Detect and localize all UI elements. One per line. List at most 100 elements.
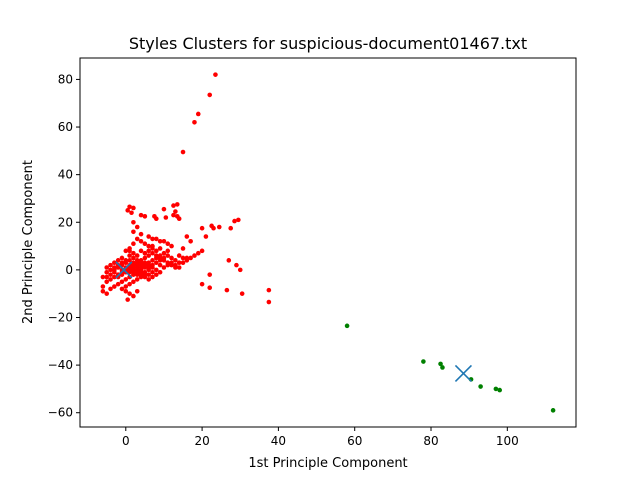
scatter-point — [112, 269, 117, 275]
scatter-point — [131, 205, 136, 211]
scatter-point — [266, 299, 272, 305]
scatter-point — [195, 250, 201, 256]
scatter-point — [154, 260, 159, 266]
scatter-point — [123, 277, 129, 282]
scatter-point — [127, 248, 132, 254]
scatter-point — [100, 284, 106, 289]
scatter-point — [165, 241, 171, 246]
scatter-point — [154, 253, 159, 258]
scatter-point — [134, 289, 140, 294]
plot-frame — [79, 57, 577, 428]
scatter-point — [138, 212, 144, 218]
scatter-point — [119, 279, 125, 285]
scatter-point — [180, 260, 186, 266]
scatter-point — [131, 241, 136, 246]
scatter-point — [493, 386, 499, 392]
centroid-stroke — [115, 261, 133, 279]
scatter-point — [161, 258, 167, 263]
y-tick-label: −40 — [48, 358, 73, 372]
centroid-layer — [115, 261, 473, 383]
y-tick-label: 80 — [58, 72, 73, 86]
scatter-point — [192, 253, 197, 258]
scatter-point — [165, 248, 171, 254]
scatter-point — [169, 255, 174, 261]
scatter-point — [239, 291, 245, 296]
scatter-point — [127, 281, 132, 287]
y-axis-ticks: −60 −40 −20 0 20 40 60 80 — [48, 72, 80, 420]
scatter-point — [134, 272, 140, 277]
scatter-point — [161, 239, 167, 244]
y-tick-label: 60 — [58, 120, 73, 134]
y-tick-label: −20 — [48, 310, 73, 324]
scatter-point — [131, 293, 136, 299]
scatter-point — [142, 250, 148, 256]
points-layer — [100, 72, 556, 413]
scatter-point — [224, 287, 230, 293]
scatter-point — [127, 204, 132, 210]
scatter-point — [138, 272, 144, 277]
scatter-point — [165, 262, 171, 268]
scatter-point — [131, 219, 136, 225]
scatter-point — [146, 248, 151, 254]
centroid-marker — [454, 364, 473, 383]
scatter-point — [138, 239, 144, 244]
scatter-point — [123, 258, 129, 263]
scatter-point — [123, 289, 129, 294]
scatter-point — [203, 234, 209, 239]
scatter-point — [161, 265, 167, 270]
scatter-point — [108, 262, 113, 268]
scatter-point — [138, 248, 144, 254]
scatter-point — [150, 274, 155, 280]
scatter-point — [112, 265, 117, 270]
scatter-point — [171, 212, 176, 218]
scatter-point — [497, 387, 502, 393]
scatter-point — [213, 72, 218, 77]
scatter-point — [176, 253, 182, 258]
scatter-point — [188, 239, 193, 244]
scatter-point — [157, 255, 163, 261]
scatter-point — [134, 253, 140, 258]
scatter-point — [115, 258, 121, 263]
scatter-point — [550, 408, 556, 413]
scatter-point — [478, 384, 483, 389]
x-axis-label: 1st Principle Component — [248, 456, 407, 471]
scatter-point — [188, 255, 193, 261]
scatter-point — [119, 255, 125, 261]
scatter-point — [154, 267, 159, 273]
scatter-point — [176, 216, 182, 221]
x-tick-label: 60 — [347, 434, 362, 448]
x-tick-label: 40 — [271, 434, 286, 448]
scatter-point — [173, 262, 178, 268]
scatter-point — [228, 225, 234, 231]
scatter-point — [104, 274, 110, 280]
chart-title: Styles Clusters for suspicious-document0… — [129, 34, 527, 53]
scatter-point — [150, 265, 155, 270]
scatter-point — [161, 250, 167, 256]
scatter-point — [174, 202, 180, 207]
x-tick-label: 100 — [496, 434, 519, 448]
scatter-point — [134, 277, 140, 282]
scatter-point — [112, 274, 117, 280]
scatter-point — [211, 225, 216, 231]
scatter-point — [171, 203, 176, 208]
scatter-point — [195, 111, 201, 117]
scatter-point — [146, 267, 151, 273]
scatter-point — [108, 272, 113, 277]
scatter-point — [125, 297, 130, 302]
scatter-point — [157, 269, 163, 275]
scatter-point — [438, 361, 443, 367]
scatter-point — [184, 234, 190, 239]
y-axis-label: 2nd Principle Component — [21, 160, 36, 324]
y-tick-label: −60 — [48, 406, 73, 420]
scatter-point — [104, 269, 110, 275]
scatter-point — [123, 284, 129, 289]
scatter-point — [129, 210, 134, 216]
scatter-point — [131, 260, 136, 266]
y-tick-label: 0 — [65, 263, 73, 277]
scatter-point — [146, 262, 151, 268]
scatter-point — [180, 255, 186, 261]
centroid-marker — [115, 261, 133, 279]
scatter-point — [146, 272, 151, 277]
scatter-point — [119, 286, 125, 292]
